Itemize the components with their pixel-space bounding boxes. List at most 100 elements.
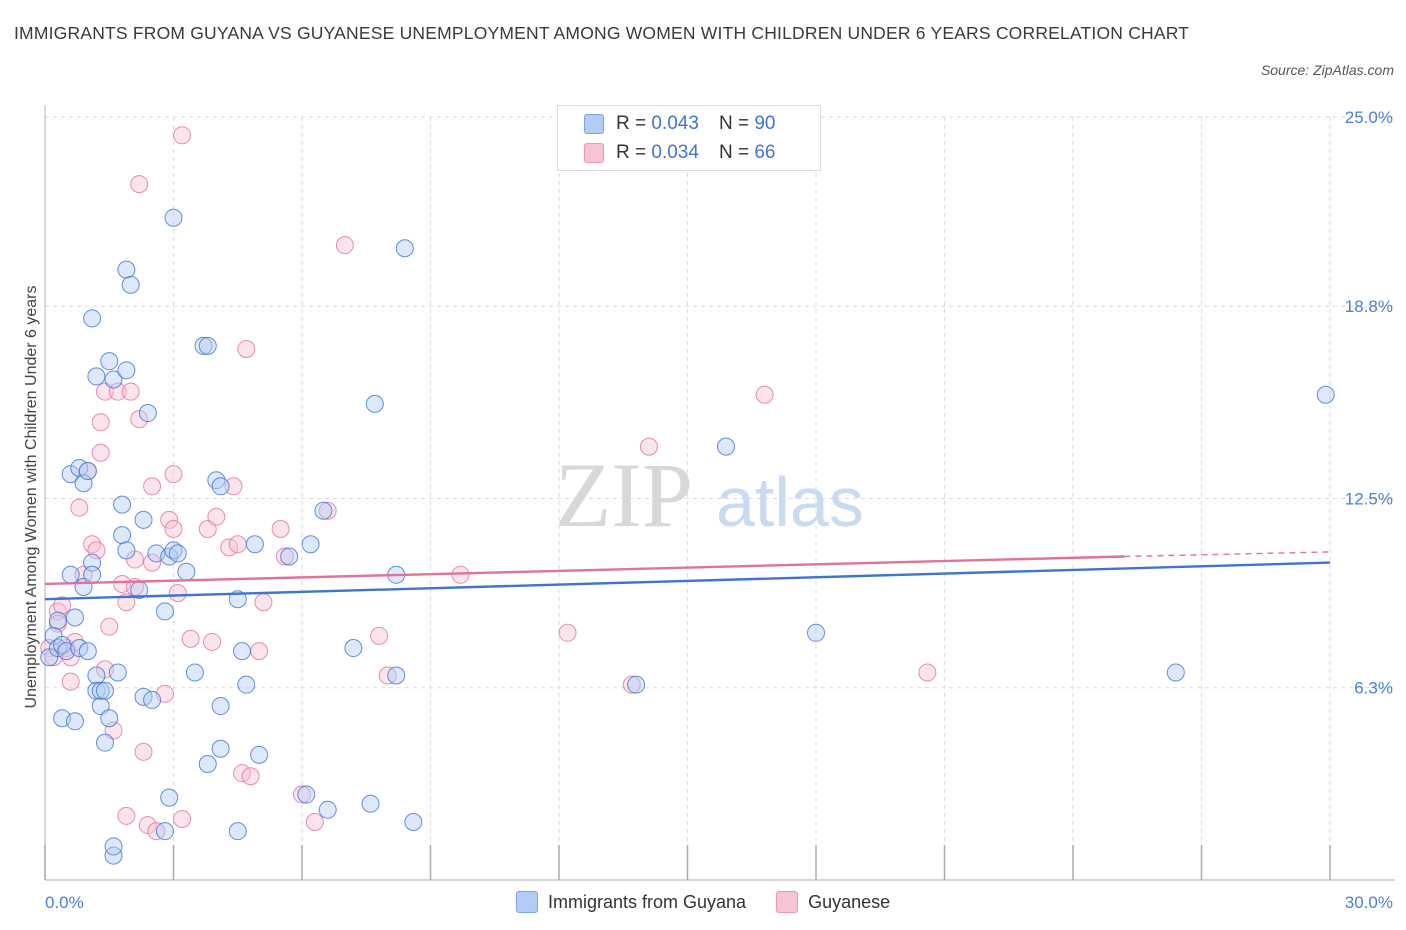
series-legend-guyana: Immigrants from Guyana: [516, 891, 746, 913]
data-point: [173, 809, 192, 828]
data-point: [164, 520, 183, 539]
data-point: [87, 367, 106, 386]
data-point: [228, 822, 247, 841]
legend-n-label: N =: [718, 142, 750, 163]
data-point: [627, 675, 646, 694]
data-point: [143, 553, 162, 572]
data-point: [100, 709, 119, 728]
data-point: [164, 465, 183, 484]
data-point: [237, 339, 256, 358]
y-tick-label: 12.5%: [1345, 490, 1393, 509]
data-point: [87, 541, 106, 560]
legend-row-guyanese: R = 0.034 N = 66: [584, 139, 775, 167]
data-point: [95, 382, 114, 401]
data-point: [755, 385, 774, 404]
data-point: [395, 239, 414, 258]
data-point: [117, 541, 136, 560]
series-swatch-pink: [776, 891, 799, 913]
data-point: [113, 526, 132, 545]
series-swatch-blue: [516, 891, 538, 913]
data-point: [173, 126, 192, 145]
data-point: [61, 672, 80, 691]
data-point: [117, 361, 136, 380]
data-point: [211, 477, 230, 496]
legend-n-label: N =: [718, 113, 750, 134]
watermark: ZIP atlas: [555, 444, 864, 546]
y-axis-label: Unemployment Among Women with Children U…: [23, 285, 40, 708]
data-point: [91, 413, 110, 432]
data-point: [91, 443, 110, 462]
stats-legend: R = 0.043 N = 90 R = 0.034 N = 66: [557, 105, 821, 171]
data-point: [155, 602, 174, 621]
trend-line-guyanese-extension: [1124, 551, 1331, 558]
data-point: [717, 437, 736, 456]
gridlines: [45, 116, 1395, 880]
data-point: [160, 510, 179, 529]
trend-line-guyana: [44, 561, 1331, 601]
data-point: [211, 697, 230, 716]
data-point: [177, 562, 196, 581]
data-point: [104, 846, 123, 865]
data-point: [95, 681, 114, 700]
data-point: [78, 462, 97, 481]
data-point: [83, 309, 102, 328]
axes: [44, 105, 1395, 881]
trend-lines: [44, 551, 1331, 601]
data-point: [104, 837, 123, 856]
legend-n-value: 90: [754, 113, 776, 134]
legend-r-label: R =: [616, 142, 647, 163]
data-point: [70, 498, 89, 517]
data-point: [143, 477, 162, 496]
data-point: [198, 520, 217, 539]
data-point: [361, 794, 380, 813]
data-point: [181, 629, 200, 648]
data-point: [48, 611, 67, 630]
data-point: [130, 175, 149, 194]
data-point: [639, 437, 658, 456]
chart-source: Source: ZipAtlas.com: [1260, 62, 1394, 78]
data-point: [87, 666, 106, 685]
data-point: [134, 742, 153, 761]
data-point: [83, 553, 102, 572]
data-point: [83, 565, 102, 584]
data-point: [138, 404, 157, 423]
data-point: [91, 697, 110, 716]
data-point: [65, 608, 84, 627]
data-point: [78, 642, 97, 661]
data-point: [451, 565, 470, 584]
data-point: [344, 639, 363, 658]
data-point: [134, 510, 153, 529]
data-point: [168, 544, 187, 563]
data-point: [335, 236, 354, 255]
data-point: [245, 535, 264, 554]
data-point: [104, 721, 123, 740]
legend-swatch-blue: [584, 114, 604, 134]
data-point: [305, 813, 324, 832]
y-tick-label: 6.3%: [1354, 679, 1393, 698]
data-point: [365, 394, 384, 413]
legend-n-value: 66: [754, 142, 776, 163]
data-point: [387, 666, 406, 685]
guyanese-points: [40, 126, 937, 841]
data-point: [185, 663, 204, 682]
watermark-zip: ZIP: [555, 444, 693, 546]
data-point: [807, 623, 825, 642]
chart-title: IMMIGRANTS FROM GUYANA VS GUYANESE UNEMP…: [14, 23, 1190, 43]
data-point: [113, 495, 132, 514]
data-point: [198, 336, 217, 355]
watermark-atlas: atlas: [716, 463, 864, 541]
data-point: [237, 675, 256, 694]
data-point: [108, 382, 127, 401]
data-point: [271, 520, 290, 539]
series-legend-guyanese: Guyanese: [776, 891, 890, 913]
data-point: [108, 663, 127, 682]
data-point: [203, 632, 222, 651]
data-point: [211, 739, 230, 758]
series-legend-label: Immigrants from Guyana: [548, 891, 747, 912]
data-point: [293, 785, 311, 804]
data-point: [121, 275, 140, 294]
data-point: [104, 370, 123, 389]
data-point: [1166, 663, 1185, 682]
data-point: [168, 584, 187, 603]
data-point: [254, 593, 273, 612]
